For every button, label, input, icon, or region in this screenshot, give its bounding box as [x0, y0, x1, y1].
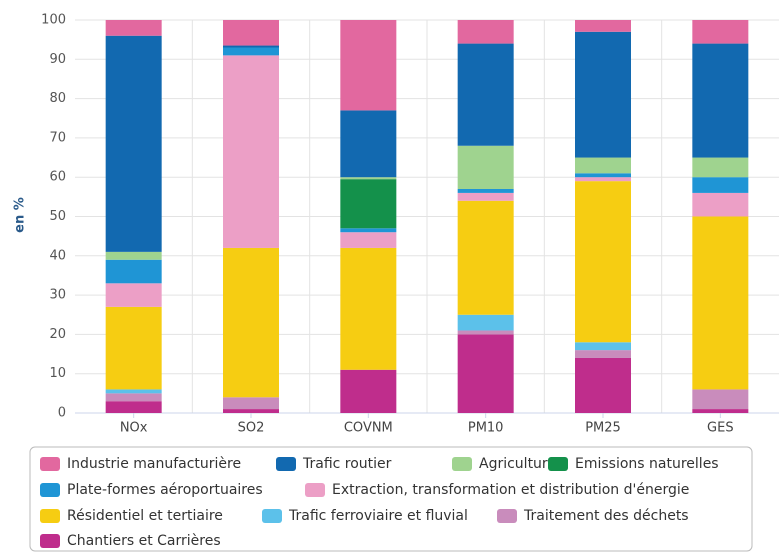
legend-swatch [40, 509, 60, 523]
bar-segment [340, 232, 397, 248]
legend-swatch [305, 483, 325, 497]
bar-segment [692, 177, 749, 193]
bar-segment [575, 177, 631, 182]
legend-label: Plate-formes aéroportuaires [67, 482, 263, 498]
bar-segment [223, 397, 279, 410]
y-tick-label: 40 [49, 248, 66, 263]
bar-segment [692, 192, 749, 217]
legend-label: Industrie manufacturière [67, 456, 241, 472]
y-tick-label: 20 [49, 327, 66, 342]
legend-swatch [497, 509, 517, 523]
legend-label: Résidentiel et tertiaire [67, 508, 223, 524]
y-tick-label: 70 [49, 130, 66, 145]
x-tick-label: COVNM [344, 421, 393, 436]
bar-segment [457, 20, 514, 44]
legend-swatch [276, 457, 296, 471]
bar-segment [223, 47, 279, 56]
bar-segment [575, 357, 631, 413]
bar-segment [692, 157, 749, 178]
legend-label: Extraction, transformation et distributi… [332, 482, 689, 498]
bar-segment [575, 31, 631, 158]
bar-segment [105, 20, 162, 36]
bar-segment [457, 334, 514, 413]
bar-segment [575, 20, 631, 32]
x-tick-label: PM10 [468, 421, 504, 436]
y-tick-label: 0 [58, 406, 66, 421]
bar-segment [223, 45, 279, 48]
bar-segment [340, 228, 397, 233]
bar-segment [340, 20, 397, 111]
bar-segment [105, 393, 162, 402]
legend-box [29, 446, 753, 552]
bar-segment [223, 247, 279, 398]
bar-segment [457, 330, 514, 335]
x-tick-label: NOx [120, 421, 148, 436]
bar-segment [105, 389, 162, 394]
legend-swatch [262, 509, 282, 523]
bar-segment [340, 177, 397, 180]
bar-segment [340, 110, 397, 178]
y-tick-label: 100 [41, 13, 66, 28]
bar-segment [340, 247, 397, 370]
bar-segment [223, 409, 279, 413]
bar-segment [457, 43, 514, 146]
bar-segment [692, 409, 749, 413]
x-tick-label: PM25 [585, 421, 621, 436]
bar-segment [692, 389, 749, 410]
bar-segment [457, 200, 514, 315]
bar-segment [340, 179, 397, 229]
bar-segment [105, 251, 162, 260]
bar-segment [105, 401, 162, 413]
y-tick-label: 80 [49, 91, 66, 106]
y-axis-label: en % [13, 197, 28, 233]
y-tick-label: 10 [49, 366, 66, 381]
bar-segment [105, 283, 162, 307]
bar-segment [105, 35, 162, 252]
legend-swatch [548, 457, 568, 471]
bar-segment [575, 181, 631, 343]
x-tick-label: GES [707, 421, 734, 436]
bar-segment [457, 188, 514, 193]
legend-label: Trafic routier [302, 456, 392, 472]
legend-label: Agriculture [479, 456, 556, 472]
bar-segment [223, 55, 279, 248]
y-tick-label: 30 [49, 288, 66, 303]
legend-swatch [40, 534, 60, 548]
legend-label: Chantiers et Carrières [67, 533, 221, 549]
bar-segment [340, 369, 397, 413]
bar-segment [575, 173, 631, 178]
bar-segment [692, 216, 749, 390]
y-tick-label: 60 [49, 170, 66, 185]
bar-segment [692, 20, 749, 44]
legend-label: Trafic ferroviaire et fluvial [288, 508, 468, 524]
bar-segment [457, 314, 514, 331]
legend-label: Traitement des déchets [523, 508, 689, 524]
legend-label: Emissions naturelles [575, 456, 719, 472]
bar-segment [575, 350, 631, 358]
y-tick-label: 50 [49, 209, 66, 224]
legend-swatch [452, 457, 472, 471]
bar-segment [457, 145, 514, 189]
legend-swatch [40, 457, 60, 471]
bar-segment [105, 306, 162, 390]
bar-segment [457, 192, 514, 201]
bar-segment [223, 20, 279, 46]
bar-segment [692, 43, 749, 158]
bar-segment [105, 259, 162, 284]
legend-swatch [40, 483, 60, 497]
bar-segment [575, 157, 631, 174]
x-tick-label: SO2 [238, 421, 265, 436]
bar-segment [575, 342, 631, 351]
y-tick-label: 90 [49, 52, 66, 67]
